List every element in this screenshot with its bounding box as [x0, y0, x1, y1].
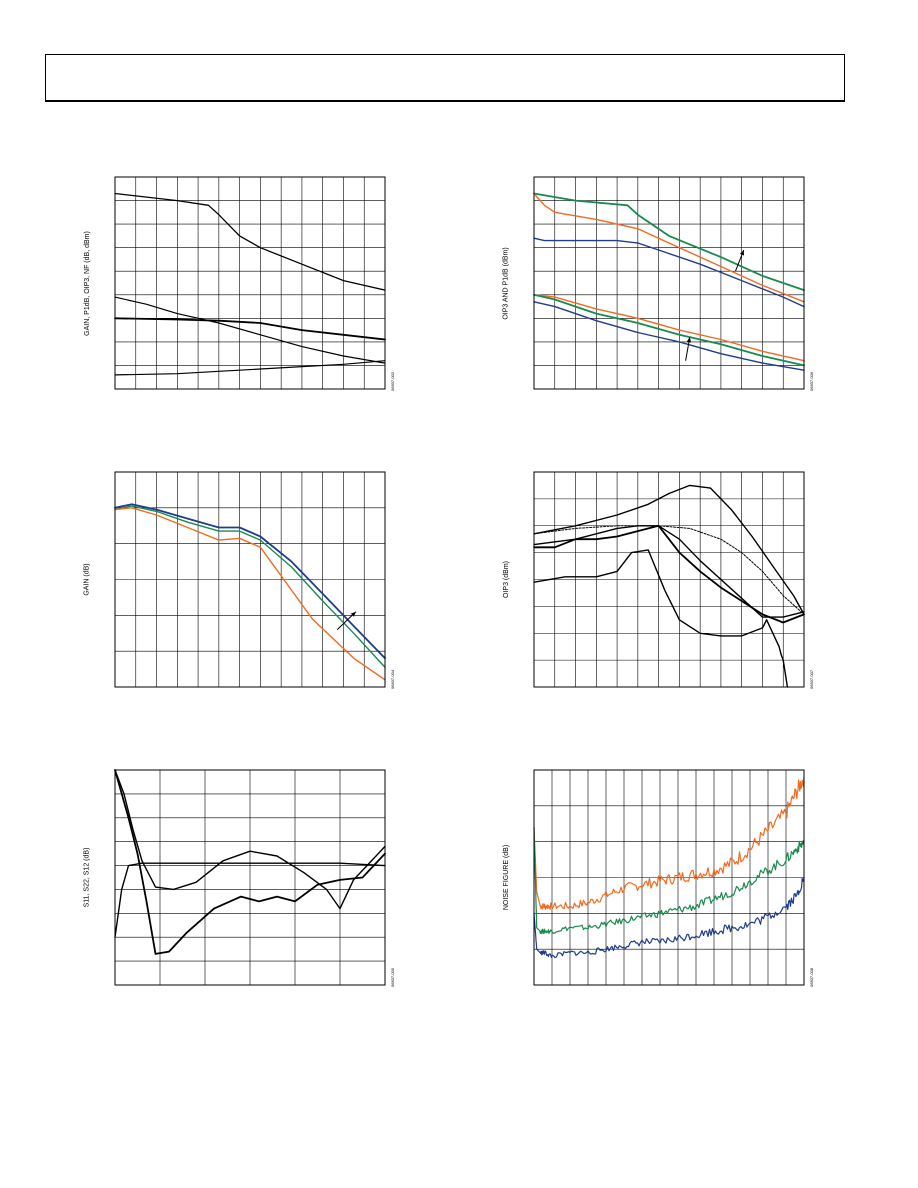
series-line-2 — [533, 525, 805, 615]
series-line-3 — [533, 876, 805, 959]
chart-plot — [114, 176, 386, 390]
plot-frame — [533, 769, 805, 986]
annotation-arrowhead-1 — [739, 250, 744, 256]
grid — [115, 770, 385, 985]
series-line-1 — [114, 769, 386, 955]
figure-id: 06837-008 — [809, 967, 814, 987]
series-line-2 — [533, 192, 805, 303]
plot-frame — [114, 176, 386, 390]
chart-panel-1: GAIN, P1dB, OIP3, NF (dB, dBm) 06837-002 — [83, 176, 395, 391]
annotation-arrowhead-2 — [686, 337, 692, 343]
figure-id: 06837-006 — [809, 371, 814, 391]
series-line-1 — [114, 503, 386, 660]
y-axis-label: S11, S22, S12 (dB) — [83, 847, 91, 908]
series-line-2 — [533, 826, 805, 934]
grid — [534, 770, 804, 985]
series-line-2 — [114, 296, 386, 364]
chart-plot — [533, 176, 805, 390]
chart-panel-4: OIP3 (dBm) 06837-007 — [502, 471, 814, 689]
plot-frame — [533, 176, 805, 390]
chart-panel-6: NOISE FIGURE (dB) 06837-008 — [503, 769, 814, 987]
chart-panel-5: S11, S22, S12 (dB) 06837-005 — [83, 769, 395, 987]
chart-panel-3: GAIN (dB) 06837-004 — [84, 471, 395, 689]
figure-id: 06837-005 — [390, 967, 395, 987]
chart-plot — [114, 471, 386, 688]
series-line-5 — [533, 293, 805, 367]
series-line-1 — [533, 484, 805, 616]
figure-id: 06837-002 — [390, 371, 395, 391]
annotation-arrowhead-1 — [350, 611, 356, 617]
series-line-3 — [533, 237, 805, 308]
series-line-3 — [114, 507, 386, 681]
series-line-1 — [114, 192, 386, 291]
series-line-5 — [533, 549, 789, 688]
series-line-1 — [533, 192, 805, 291]
series-line-3 — [114, 862, 386, 938]
chart-plot — [114, 769, 386, 986]
plot-frame — [114, 471, 386, 688]
series-line-3 — [114, 317, 386, 341]
grid — [115, 472, 385, 687]
series-line-2 — [114, 505, 386, 668]
grid — [115, 177, 385, 389]
plot-frame — [533, 471, 805, 688]
chart-plot — [533, 471, 805, 688]
figure-id: 06837-004 — [390, 669, 395, 689]
y-axis-label: GAIN (dB) — [83, 563, 91, 596]
y-axis-label: OIP3 AND P1dB (dBm) — [502, 246, 510, 320]
figure-id: 06837-007 — [809, 669, 814, 689]
y-axis-label: OIP3 (dBm) — [502, 561, 510, 598]
series-line-4 — [533, 294, 805, 362]
plot-frame — [114, 769, 386, 986]
page-header-box — [45, 54, 845, 102]
series-line-3 — [533, 525, 805, 618]
grid — [534, 177, 804, 389]
series-line-4 — [114, 360, 386, 376]
y-axis-label: NOISE FIGURE (dB) — [502, 844, 510, 911]
series-line-2 — [114, 769, 386, 910]
series-line-1 — [533, 776, 805, 910]
chart-plot — [533, 769, 805, 986]
series-line-6 — [533, 301, 805, 371]
y-axis-label: GAIN, P1dB, OIP3, NF (dB, dBm) — [83, 230, 91, 336]
chart-panel-2: OIP3 AND P1dB (dBm) 06837-006 — [503, 176, 814, 391]
series-line-4 — [533, 524, 805, 624]
grid — [534, 472, 804, 687]
